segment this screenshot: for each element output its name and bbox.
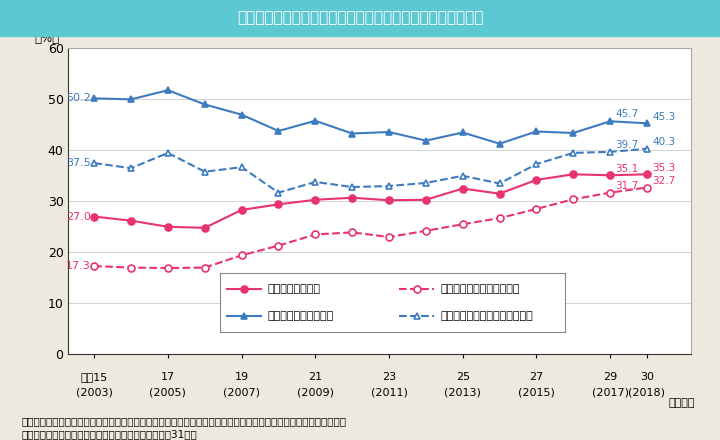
Text: 27.0: 27.0 — [66, 212, 91, 222]
Text: 17: 17 — [161, 372, 175, 382]
Text: (2009): (2009) — [297, 387, 334, 397]
Text: (2003): (2003) — [76, 387, 112, 397]
Text: (2017): (2017) — [592, 387, 629, 397]
Text: 17.3: 17.3 — [66, 261, 91, 271]
Text: (2013): (2013) — [444, 387, 481, 397]
Text: 37.5: 37.5 — [66, 158, 91, 168]
Text: 都道府県（大学卒業程度）: 都道府県（大学卒業程度） — [441, 284, 521, 294]
Text: 35.1: 35.1 — [616, 164, 639, 174]
Text: 35.3: 35.3 — [652, 163, 676, 173]
Text: 23: 23 — [382, 372, 396, 382]
Text: (2007): (2007) — [223, 387, 260, 397]
Text: （年度）: （年度） — [668, 397, 695, 407]
Text: 21: 21 — [308, 372, 323, 382]
Text: (2015): (2015) — [518, 387, 555, 397]
Text: (2005): (2005) — [150, 387, 186, 397]
Text: （%）: （%） — [34, 33, 59, 45]
Text: ２．採用期間は，各年４月１日から翌年３月31日。: ２．採用期間は，各年４月１日から翌年３月31日。 — [22, 429, 197, 439]
Text: 27: 27 — [529, 372, 544, 382]
Text: 45.3: 45.3 — [652, 112, 676, 122]
Text: 都道府県（全体）: 都道府県（全体） — [268, 284, 321, 294]
Text: (2011): (2011) — [371, 387, 408, 397]
Text: 40.3: 40.3 — [652, 137, 675, 147]
Text: 45.7: 45.7 — [616, 109, 639, 119]
Text: Ｉ－１－７図　地方公務員採用者に占める女性の割合の推移: Ｉ－１－７図 地方公務員採用者に占める女性の割合の推移 — [237, 11, 483, 26]
Text: （備考）１．内閣府「地方公共団体における男女共同参画社会の形成又は女性に関する施策の推進状況」より作成。: （備考）１．内閣府「地方公共団体における男女共同参画社会の形成又は女性に関する施… — [22, 416, 346, 426]
Text: 政令指定都市（全体）: 政令指定都市（全体） — [268, 311, 334, 321]
Text: 30: 30 — [640, 372, 654, 382]
Text: (2018): (2018) — [629, 387, 665, 397]
Text: 32.7: 32.7 — [652, 176, 676, 186]
Text: 政令指定都市（大学卒業程度）: 政令指定都市（大学卒業程度） — [441, 311, 534, 321]
Text: 31.7: 31.7 — [616, 181, 639, 191]
Text: 29: 29 — [603, 372, 617, 382]
Text: 平成15: 平成15 — [81, 372, 108, 382]
Text: 25: 25 — [456, 372, 469, 382]
Text: 39.7: 39.7 — [616, 140, 639, 150]
Text: 50.2: 50.2 — [66, 93, 91, 103]
Text: 19: 19 — [235, 372, 248, 382]
